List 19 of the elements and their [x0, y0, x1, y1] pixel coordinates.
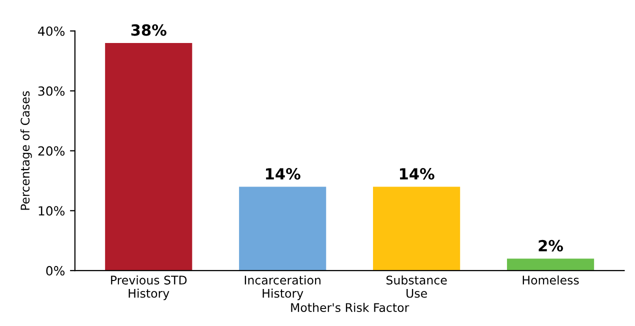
data-label: 38%	[131, 24, 166, 36]
bar	[239, 186, 326, 271]
x-tick-label: Incarceration History	[244, 275, 320, 300]
y-tick-label: 20%	[38, 146, 65, 156]
y-tick-label: 30%	[38, 86, 65, 96]
bar	[105, 42, 192, 271]
bar	[373, 186, 460, 271]
data-label: 14%	[266, 168, 300, 180]
y-tick-label: 40%	[38, 26, 65, 36]
x-tick-label: Homeless	[522, 275, 579, 285]
x-tick-label: Previous STD History	[111, 275, 187, 300]
x-tick-label: Substance Use	[386, 275, 447, 298]
bar	[506, 258, 594, 271]
y-tick-label: 0%	[46, 266, 65, 276]
data-label: 14%	[400, 168, 434, 180]
data-label: 2%	[538, 240, 564, 252]
y-axis-title: Percentage of Cases	[20, 91, 32, 210]
x-axis-title: Mother's Risk Factor	[291, 302, 410, 312]
y-tick-label: 10%	[38, 206, 65, 216]
